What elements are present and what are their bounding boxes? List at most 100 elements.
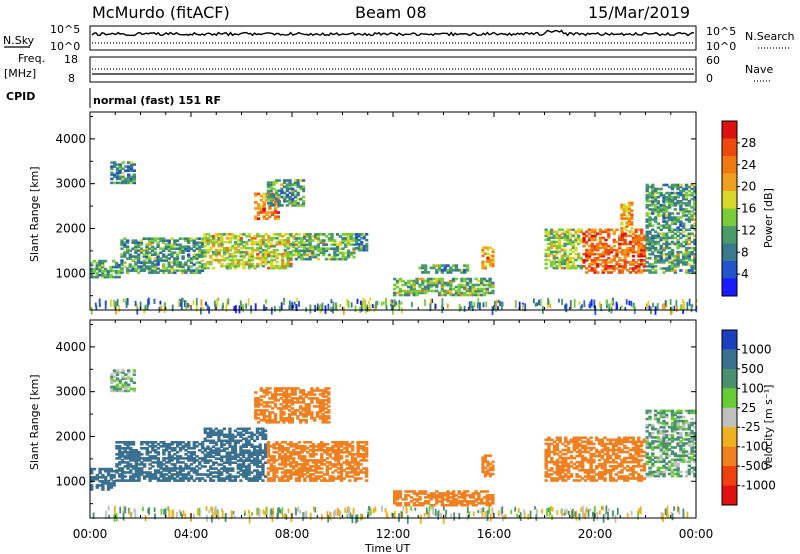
echo-cell [184, 463, 188, 466]
echo-cell [316, 245, 320, 249]
echo-cell [297, 469, 301, 472]
echo-cell [310, 387, 314, 390]
echo-cell [335, 253, 340, 257]
echo-cell [258, 234, 263, 238]
echo-cell [415, 503, 419, 507]
echo-cell [578, 436, 582, 440]
echo-cell [486, 464, 490, 468]
echo-cell [693, 252, 697, 256]
echo-cell [612, 254, 616, 258]
echo-cell [679, 210, 683, 213]
echo-cell [301, 401, 306, 404]
echo-cell [331, 479, 335, 482]
echo-cell [123, 237, 127, 240]
echo-cell [571, 260, 575, 264]
echo-cell [349, 235, 353, 238]
echo-cell [348, 479, 352, 482]
echo-cell [137, 457, 141, 460]
echo-cell [261, 252, 265, 256]
echo-cell [181, 263, 185, 266]
echo-cell [271, 211, 275, 214]
echo-cell [225, 439, 229, 443]
echo-cell [255, 453, 260, 456]
echo-cell [637, 254, 641, 258]
echo-cell [269, 455, 273, 458]
echo-cell [256, 205, 261, 208]
echo-cell [336, 449, 341, 452]
echo-cell [670, 185, 675, 189]
echo-cell [268, 405, 272, 408]
echo-cell [349, 251, 353, 255]
echo-cell [344, 239, 348, 242]
echo-cell [247, 455, 251, 458]
echo-cell [350, 445, 355, 448]
echo-cell [269, 242, 274, 246]
echo-cell [261, 258, 265, 262]
echo-cell [670, 204, 675, 207]
echo-cell [265, 415, 269, 418]
echo-cell [187, 443, 191, 446]
echo-cell [187, 477, 191, 480]
echo-cell [281, 264, 285, 268]
echo-cell [314, 255, 318, 259]
echo-cell [411, 301, 413, 308]
echo-cell [233, 435, 238, 439]
echo-cell [583, 471, 588, 474]
echo-cell [293, 389, 297, 392]
echo-cell [167, 271, 171, 274]
echo-cell [254, 397, 258, 400]
echo-cell [175, 259, 180, 262]
echo-cell [135, 303, 138, 310]
echo-cell [153, 237, 157, 240]
echo-cell [269, 189, 273, 193]
echo-cell [112, 476, 116, 479]
echo-cell [693, 261, 697, 264]
echo-cell [115, 167, 120, 170]
echo-cell [173, 261, 177, 264]
echo-cell [682, 234, 686, 238]
echo-cell [566, 242, 570, 246]
echo-cell [393, 293, 397, 297]
echo-cell [625, 299, 628, 305]
echo-cell [483, 454, 487, 457]
echo-cell [454, 289, 459, 293]
echo-cell [344, 257, 348, 261]
echo-cell [131, 247, 135, 250]
echo-cell [630, 300, 633, 307]
echo-cell [393, 492, 397, 495]
echo-cell [289, 465, 293, 468]
echo-cell [187, 471, 191, 474]
echo-cell [622, 213, 626, 216]
echo-cell [173, 243, 177, 246]
echo-cell [552, 260, 556, 264]
echo-cell [250, 461, 254, 464]
echo-cell [211, 471, 216, 474]
echo-cell [125, 239, 130, 242]
echo-cell [301, 389, 306, 392]
echo-cell [359, 471, 363, 474]
echo-cell [491, 285, 495, 289]
echo-cell [653, 254, 658, 258]
echo-cell [327, 253, 331, 257]
echo-cell [292, 443, 296, 446]
echo-cell [586, 477, 590, 480]
echo-cell [178, 465, 183, 468]
echo-cell [225, 467, 229, 470]
echo-cell [250, 455, 254, 458]
echo-cell [277, 201, 281, 205]
echo-cell [687, 202, 691, 205]
echo-cell [163, 302, 166, 308]
echo-cell [242, 260, 246, 264]
echo-cell [474, 490, 478, 493]
echo-cell [222, 467, 227, 470]
echo-cell [231, 262, 235, 266]
echo-cell [128, 253, 132, 256]
echo-cell [479, 302, 481, 311]
echo-cell [203, 447, 207, 450]
echo-cell [626, 254, 630, 258]
echo-cell [682, 193, 686, 197]
echo-cell [679, 200, 683, 203]
echo-cell [364, 471, 369, 474]
echo-cell [560, 256, 564, 260]
echo-cell [460, 285, 464, 289]
